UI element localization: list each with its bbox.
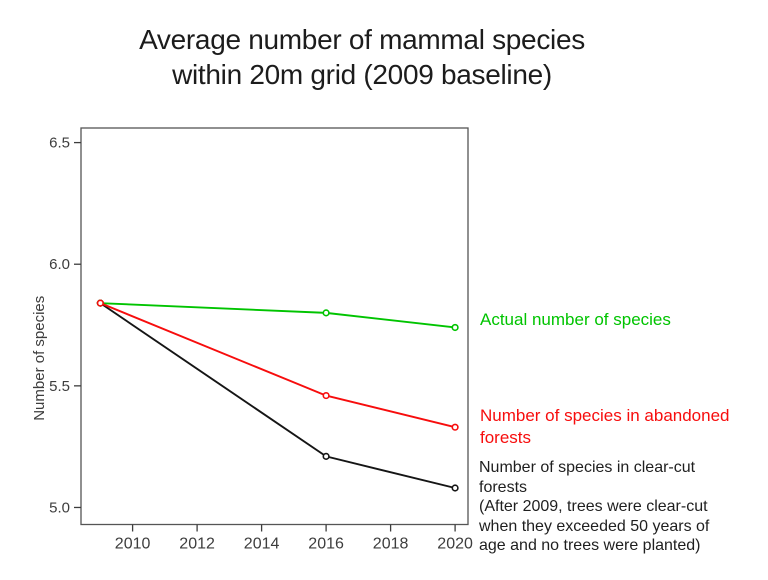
data-point-marker [322, 391, 330, 400]
data-point-marker [96, 299, 104, 307]
data-point-marker [451, 484, 459, 492]
data-point-marker [322, 309, 330, 317]
chart-title-line1: Average number of mammal species [139, 24, 585, 55]
data-point-marker [322, 452, 330, 460]
y-axis-title: Number of species [31, 296, 48, 421]
y-tick-label: 6.0 [49, 256, 70, 273]
legend-actual-number-of-species: Actual number of species [480, 310, 671, 329]
series-line [100, 302, 456, 329]
legend-clear-cut-forests: Number of species in clear-cut forests (… [479, 459, 710, 554]
x-tick-label: 2016 [308, 536, 344, 553]
data-point-marker [451, 323, 459, 332]
chart-title: Average number of mammal species within … [0, 22, 724, 92]
y-tick-label: 6.5 [49, 135, 70, 152]
data-point-marker [451, 423, 459, 431]
y-tick-label: 5.5 [49, 378, 70, 395]
plot-box [80, 127, 469, 526]
legend-abandoned-forests: Number of species in abandoned forests [480, 406, 730, 447]
chart-title-line2: within 20m grid (2009 baseline) [172, 59, 552, 90]
y-tick-label: 5.0 [49, 499, 70, 516]
x-tick-label: 2012 [179, 536, 215, 553]
x-tick-label: 2020 [437, 536, 473, 553]
x-tick-label: 2010 [115, 536, 151, 553]
x-tick-label: 2014 [244, 536, 280, 553]
x-tick-label: 2018 [373, 536, 409, 553]
series-line [99, 302, 456, 489]
